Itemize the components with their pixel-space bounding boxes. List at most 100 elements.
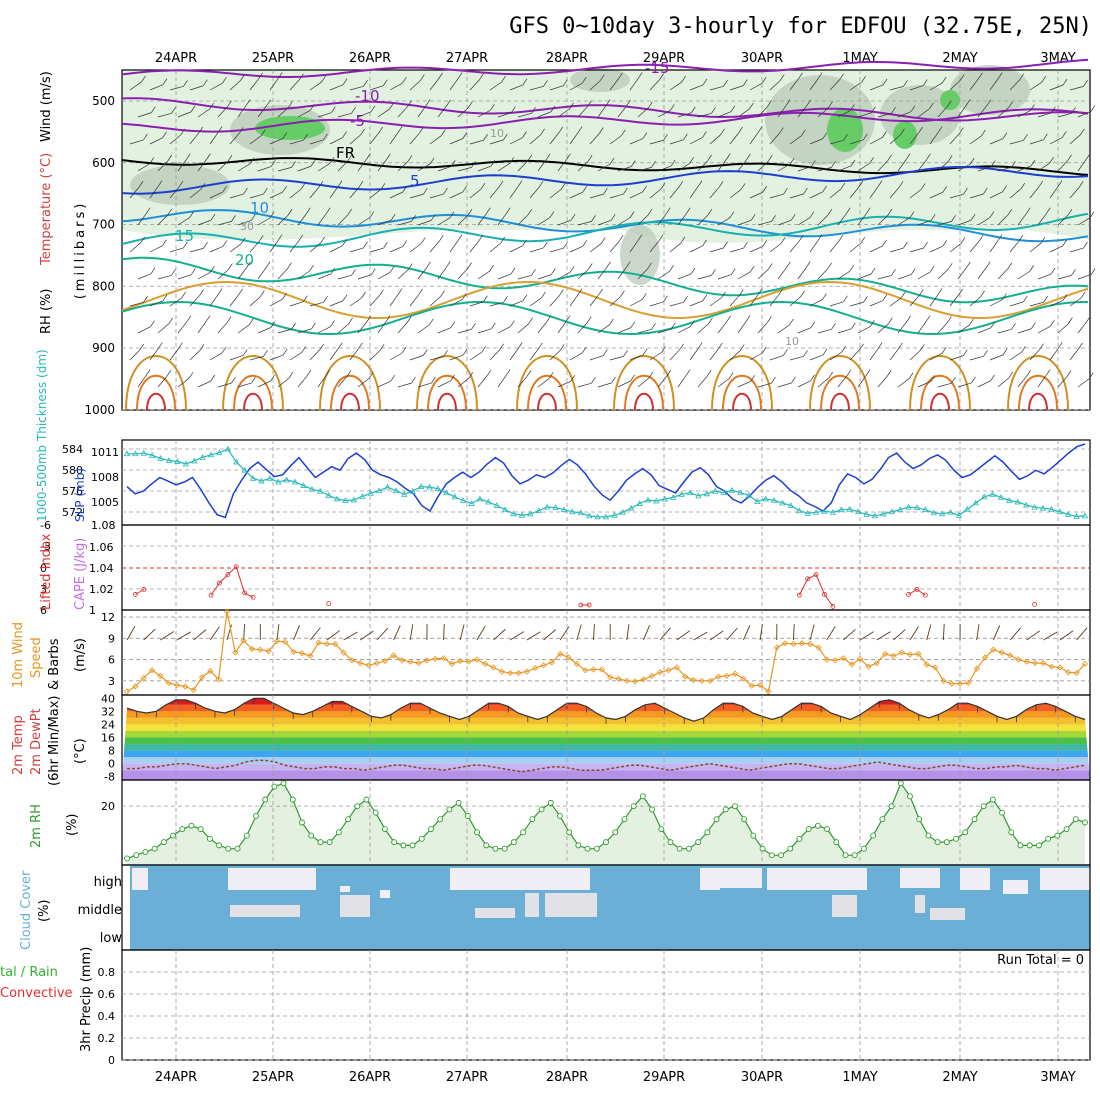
upper-wind-barb [969, 241, 980, 253]
upper-wind-barb-flag [245, 99, 251, 106]
upper-wind-barb [757, 269, 769, 280]
upper-wind-barb [309, 242, 321, 253]
upper-wind-barb-flag [171, 269, 176, 276]
upper-wind-barb [789, 78, 799, 91]
upper-wind-barb [317, 375, 327, 388]
wind-barb [743, 625, 751, 641]
bl-contour [516, 355, 578, 411]
lifted-index-point [242, 590, 248, 596]
upper-wind-barb [709, 247, 724, 253]
upper-wind-barb-flag [480, 183, 486, 190]
upper-wind-barb-flag [426, 261, 431, 269]
upper-wind-barb [437, 327, 452, 334]
upper-wind-barb-flag [570, 375, 576, 382]
thickness-point [938, 510, 946, 517]
upper-wind-barb-flag [386, 153, 391, 160]
upper-wind-barb-flag [162, 294, 168, 302]
upper-wind-barb-flag [143, 133, 148, 141]
upper-wind-barb-flag [549, 211, 555, 218]
upper-wind-barb-flag [809, 211, 815, 218]
rh2m-point [584, 845, 591, 852]
thickness-point [838, 506, 845, 513]
upper-wind-barb-flag [648, 371, 654, 379]
upper-wind-barb-flag [408, 263, 413, 270]
upper-wind-barb [457, 377, 470, 388]
upper-wind-barb [549, 189, 562, 199]
wind-speed-point [956, 680, 964, 687]
wind-barb [1026, 630, 1041, 641]
upper-wind-barb [169, 85, 184, 91]
upper-wind-barb-flag [522, 239, 527, 246]
upper-wind-barb [389, 132, 399, 145]
upper-wind-barb-flag [637, 72, 643, 79]
upper-wind-barb-flag [898, 342, 903, 350]
upper-wind-barb-flag [800, 290, 805, 297]
upper-wind-barb-flag [900, 128, 905, 135]
upper-wind-barb [917, 159, 927, 172]
upper-wind-barb-flag [1078, 342, 1083, 350]
rh2m-point [538, 806, 545, 813]
upper-wind-barb [1069, 297, 1082, 307]
rh2m-point [179, 826, 186, 832]
upper-wind-barb [349, 187, 360, 199]
thickness-point [224, 445, 232, 452]
upper-wind-barb-flag [250, 214, 256, 221]
upper-wind-barb [569, 82, 583, 91]
upper-wind-barb-flag [1011, 161, 1016, 168]
upper-wind-barb-flag [199, 344, 205, 351]
thickness-point [997, 494, 1005, 500]
upper-wind-barb [149, 245, 163, 253]
wind-ylabel-c: & Barbs [47, 638, 62, 690]
upper-wind-barb-flag [527, 154, 532, 162]
upper-wind-barb [197, 271, 211, 280]
upper-wind-barb [1077, 274, 1092, 280]
upper-wind-barb [357, 217, 371, 226]
wind-speed-point [1031, 660, 1039, 667]
upper-wind-barb-flag [378, 126, 383, 134]
bl-contour [732, 392, 752, 411]
upper-wind-barb [629, 354, 644, 361]
thickness-point [233, 458, 240, 465]
upper-ytick: 600 [92, 156, 115, 170]
upper-wind-barb-flag [325, 207, 331, 214]
upper-wind-barb [257, 267, 267, 280]
upper-wind-barb-flag [167, 154, 173, 162]
wind-barb [659, 627, 671, 641]
bottom-date-label: 29APR [643, 1070, 685, 1085]
wind-speed-point [965, 679, 972, 687]
upper-wind-barb-flag [449, 211, 455, 219]
bl-contour [340, 392, 360, 411]
upper-wind-barb [729, 132, 739, 145]
upper-wind-barb [537, 159, 547, 172]
upper-wind-barb-flag [318, 181, 324, 188]
upper-wind-barb-flag [663, 134, 668, 141]
precip-ylabel-unit: 3hr Precip (mm) [79, 947, 94, 1052]
upper-wind-barb [849, 81, 862, 91]
wind-barb [676, 630, 691, 641]
wind-speed-point [173, 682, 181, 689]
rh2m-point [879, 816, 886, 823]
upper-wind-barb [209, 191, 223, 199]
upper-wind-barb-flag [937, 288, 943, 295]
upper-wind-barb [729, 189, 742, 199]
upper-wind-barb-flag [467, 209, 473, 216]
upper-wind-barb [1017, 213, 1027, 226]
rh2m-point [243, 832, 250, 839]
upper-wind-barb [597, 382, 612, 388]
wind-speed-point [515, 669, 522, 677]
upper-wind-barb [317, 326, 331, 334]
upper-wind-barb-flag [1062, 131, 1067, 138]
thickness-point [829, 508, 837, 515]
upper-wind-barb [397, 106, 408, 118]
upper-wind-barb [157, 376, 168, 388]
rh2m-point [547, 799, 554, 806]
wind-barb [243, 624, 246, 641]
upper-wind-barb [269, 299, 283, 307]
upper-wind-barb [449, 191, 463, 199]
upper-wind-barb [697, 214, 709, 226]
upper-wind-barb [829, 79, 840, 91]
upper-wind-barb-flag [1002, 185, 1007, 193]
lifted-index-point [830, 604, 836, 609]
thickness-point [409, 487, 416, 494]
upper-wind-barb [257, 380, 271, 388]
